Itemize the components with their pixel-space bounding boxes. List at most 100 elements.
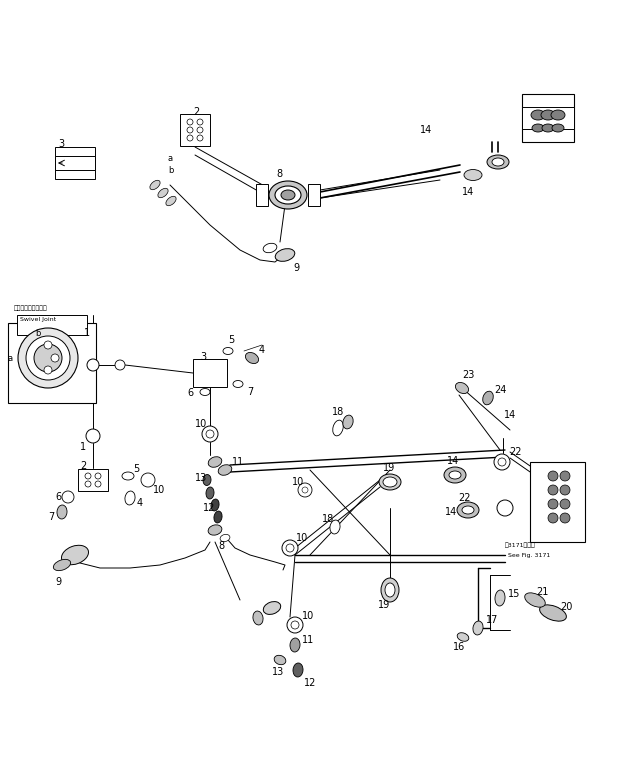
Circle shape xyxy=(95,473,101,479)
Ellipse shape xyxy=(269,181,307,209)
Circle shape xyxy=(26,336,70,380)
Circle shape xyxy=(548,513,558,523)
Bar xyxy=(522,107,574,129)
Text: 14: 14 xyxy=(420,125,432,135)
Ellipse shape xyxy=(381,578,399,602)
Circle shape xyxy=(287,617,303,633)
Circle shape xyxy=(95,481,101,487)
Text: a: a xyxy=(7,353,12,363)
Circle shape xyxy=(286,544,294,552)
Text: 1: 1 xyxy=(84,328,90,338)
Text: 19: 19 xyxy=(378,600,390,610)
Ellipse shape xyxy=(456,383,469,393)
Text: b: b xyxy=(35,329,41,337)
Ellipse shape xyxy=(57,505,67,519)
Text: 10: 10 xyxy=(153,485,165,495)
Ellipse shape xyxy=(542,124,554,132)
Text: 5: 5 xyxy=(133,464,139,474)
Ellipse shape xyxy=(293,663,303,677)
Text: 17: 17 xyxy=(486,615,499,625)
Text: 14: 14 xyxy=(504,410,516,420)
Circle shape xyxy=(548,485,558,495)
Circle shape xyxy=(51,354,59,362)
Ellipse shape xyxy=(122,472,134,480)
Bar xyxy=(256,184,268,206)
Text: 8: 8 xyxy=(218,541,224,551)
Ellipse shape xyxy=(200,389,210,396)
Ellipse shape xyxy=(263,243,277,253)
Ellipse shape xyxy=(487,155,509,169)
Circle shape xyxy=(202,426,218,442)
Ellipse shape xyxy=(125,491,135,505)
Bar xyxy=(17,315,87,335)
Text: 19: 19 xyxy=(383,463,395,473)
Ellipse shape xyxy=(333,420,343,436)
Bar xyxy=(55,156,95,170)
Text: 24: 24 xyxy=(494,385,506,395)
Ellipse shape xyxy=(263,601,281,614)
Ellipse shape xyxy=(457,633,469,641)
Text: 18: 18 xyxy=(332,407,344,417)
Circle shape xyxy=(87,359,99,371)
Text: 12: 12 xyxy=(304,678,316,688)
Ellipse shape xyxy=(540,605,567,621)
Circle shape xyxy=(115,360,125,370)
Ellipse shape xyxy=(166,196,176,206)
Circle shape xyxy=(18,328,78,388)
Bar xyxy=(530,462,585,542)
Circle shape xyxy=(85,473,91,479)
Text: 1: 1 xyxy=(80,442,86,452)
Circle shape xyxy=(62,491,74,503)
Ellipse shape xyxy=(379,474,401,490)
Text: 2: 2 xyxy=(80,461,86,471)
Text: 7: 7 xyxy=(48,512,54,522)
Ellipse shape xyxy=(203,474,211,486)
Ellipse shape xyxy=(532,124,544,132)
Ellipse shape xyxy=(383,477,397,487)
Text: 10: 10 xyxy=(292,477,305,487)
Circle shape xyxy=(298,483,312,497)
Ellipse shape xyxy=(552,124,564,132)
Text: 20: 20 xyxy=(560,602,572,612)
Text: 10: 10 xyxy=(302,611,314,621)
Text: 5: 5 xyxy=(228,335,234,345)
Text: 13: 13 xyxy=(195,473,207,483)
Text: 4: 4 xyxy=(259,345,265,355)
Text: 10: 10 xyxy=(296,533,308,543)
Ellipse shape xyxy=(525,593,545,608)
Circle shape xyxy=(548,471,558,481)
Circle shape xyxy=(44,366,52,374)
Bar xyxy=(55,147,95,179)
Circle shape xyxy=(34,344,62,372)
Ellipse shape xyxy=(274,655,286,665)
Ellipse shape xyxy=(343,415,353,429)
Text: 16: 16 xyxy=(453,642,466,652)
Ellipse shape xyxy=(464,169,482,180)
Text: 10: 10 xyxy=(195,419,207,429)
Text: 14: 14 xyxy=(462,187,474,197)
Ellipse shape xyxy=(462,506,474,514)
Ellipse shape xyxy=(473,621,483,635)
Ellipse shape xyxy=(275,186,301,204)
Circle shape xyxy=(141,473,155,487)
Ellipse shape xyxy=(62,545,89,564)
Text: 15: 15 xyxy=(508,589,520,599)
Text: 6: 6 xyxy=(187,388,193,398)
Ellipse shape xyxy=(206,487,214,499)
Bar xyxy=(78,469,108,491)
Ellipse shape xyxy=(290,638,300,652)
Ellipse shape xyxy=(281,190,295,200)
Ellipse shape xyxy=(483,391,494,405)
Circle shape xyxy=(560,485,570,495)
Circle shape xyxy=(282,540,298,556)
Text: 14: 14 xyxy=(445,507,457,517)
Circle shape xyxy=(560,499,570,509)
Circle shape xyxy=(187,135,193,141)
Ellipse shape xyxy=(208,457,222,467)
Circle shape xyxy=(197,135,203,141)
Ellipse shape xyxy=(233,380,243,387)
Ellipse shape xyxy=(223,347,233,354)
Text: 11: 11 xyxy=(232,457,244,467)
Ellipse shape xyxy=(495,590,505,606)
Circle shape xyxy=(302,487,308,493)
